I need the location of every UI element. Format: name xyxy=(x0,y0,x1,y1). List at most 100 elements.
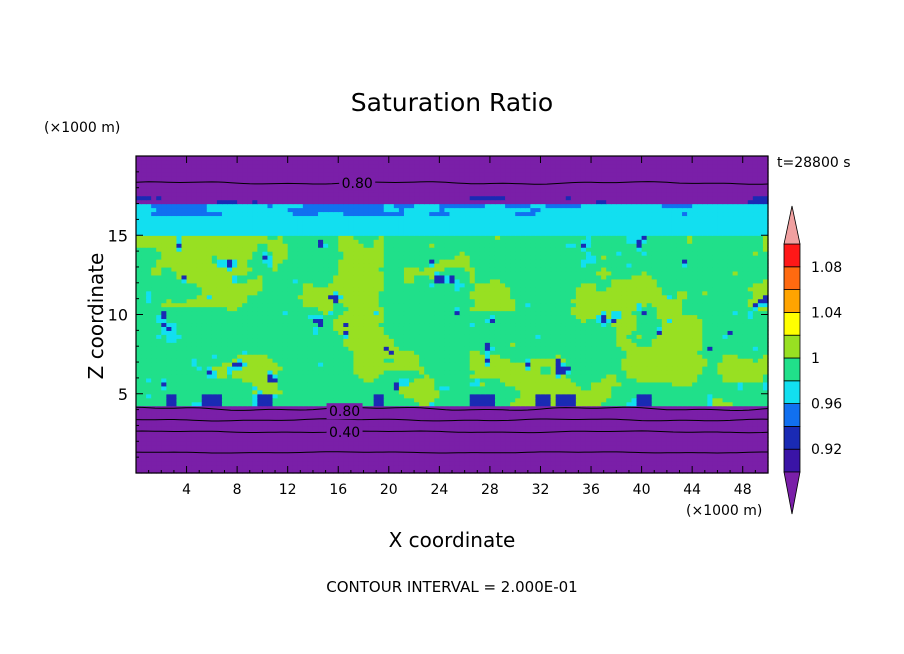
field-cell xyxy=(156,457,162,462)
field-cell xyxy=(318,377,324,383)
field-cell xyxy=(682,441,688,446)
field-cell xyxy=(247,457,253,462)
field-cell xyxy=(545,377,552,383)
field-cell xyxy=(282,425,289,431)
field-cell xyxy=(707,437,713,442)
field-cell xyxy=(676,433,683,438)
field-cell xyxy=(136,397,142,403)
field-cell xyxy=(742,369,749,375)
field-cell xyxy=(757,401,764,407)
field-cell xyxy=(201,401,208,407)
field-cell xyxy=(692,318,698,324)
field-cell xyxy=(171,393,178,399)
field-cell xyxy=(146,358,152,363)
field-cell xyxy=(666,350,673,355)
field-cell xyxy=(752,338,759,343)
field-cell xyxy=(318,342,324,347)
field-cell xyxy=(525,369,531,375)
field-cell xyxy=(515,425,521,431)
field-cell xyxy=(176,366,183,371)
field-cell xyxy=(752,397,759,403)
field-cell xyxy=(591,441,597,446)
field-cell xyxy=(156,338,162,343)
field-cell xyxy=(191,381,198,387)
field-cell xyxy=(181,381,188,387)
field-cell xyxy=(621,469,628,474)
field-cell xyxy=(211,322,218,327)
field-cell xyxy=(601,366,607,371)
field-cell xyxy=(570,314,577,320)
field-cell xyxy=(363,453,370,458)
field-cell xyxy=(484,358,491,363)
field-cell xyxy=(282,441,289,446)
field-cell xyxy=(616,437,622,442)
field-cell xyxy=(560,318,567,324)
field-cell xyxy=(252,338,258,343)
field-cell xyxy=(717,425,724,431)
field-cell xyxy=(661,342,668,347)
field-cell xyxy=(136,437,142,442)
field-cell xyxy=(712,350,719,355)
field-cell xyxy=(272,369,279,375)
field-cell xyxy=(474,397,481,403)
field-cell xyxy=(762,401,769,407)
field-cell xyxy=(262,453,269,458)
field-cell xyxy=(449,338,456,343)
field-cell xyxy=(494,342,501,347)
field-cell xyxy=(732,342,739,347)
field-cell xyxy=(156,346,162,351)
field-cell xyxy=(307,314,314,320)
field-cell xyxy=(348,461,355,466)
field-cell xyxy=(530,377,537,383)
field-cell xyxy=(323,350,329,355)
field-cell xyxy=(570,413,577,419)
field-cell xyxy=(464,318,471,324)
field-cell xyxy=(580,334,587,339)
field-cell xyxy=(211,437,218,442)
field-cell xyxy=(697,449,703,454)
field-cell xyxy=(565,369,572,375)
field-cell xyxy=(692,338,698,343)
field-cell xyxy=(702,441,708,446)
field-cell xyxy=(646,346,653,351)
field-cell xyxy=(596,457,602,462)
field-cell xyxy=(641,413,648,419)
field-cell xyxy=(373,369,380,375)
field-cell xyxy=(252,425,258,431)
field-cell xyxy=(302,314,309,320)
field-cell xyxy=(641,453,648,458)
field-cell xyxy=(742,413,749,419)
field-cell xyxy=(141,322,147,327)
field-cell xyxy=(484,373,491,379)
field-cell xyxy=(227,369,233,375)
field-cell xyxy=(591,350,597,355)
field-cell xyxy=(687,381,693,387)
field-cell xyxy=(606,393,612,399)
field-cell xyxy=(464,330,471,335)
field-cell xyxy=(393,314,400,320)
field-cell xyxy=(535,393,542,399)
field-cell xyxy=(545,413,552,419)
field-cell xyxy=(585,413,592,419)
field-cell xyxy=(712,389,719,395)
field-cell xyxy=(687,469,693,474)
field-cell xyxy=(388,409,395,415)
field-cell xyxy=(287,405,294,411)
field-cell xyxy=(692,334,698,339)
field-cell xyxy=(181,469,188,474)
field-cell xyxy=(282,457,289,462)
field-cell xyxy=(671,465,678,470)
field-cell xyxy=(419,342,425,347)
field-cell xyxy=(227,413,233,419)
field-cell xyxy=(500,389,506,395)
field-cell xyxy=(292,334,299,339)
field-cell xyxy=(333,354,339,359)
field-cell xyxy=(525,449,531,454)
field-cell xyxy=(454,338,461,343)
field-cell xyxy=(146,381,152,387)
field-cell xyxy=(616,318,622,324)
field-cell xyxy=(221,322,228,327)
field-cell xyxy=(535,338,542,343)
field-cell xyxy=(434,465,440,470)
field-cell xyxy=(272,385,279,391)
